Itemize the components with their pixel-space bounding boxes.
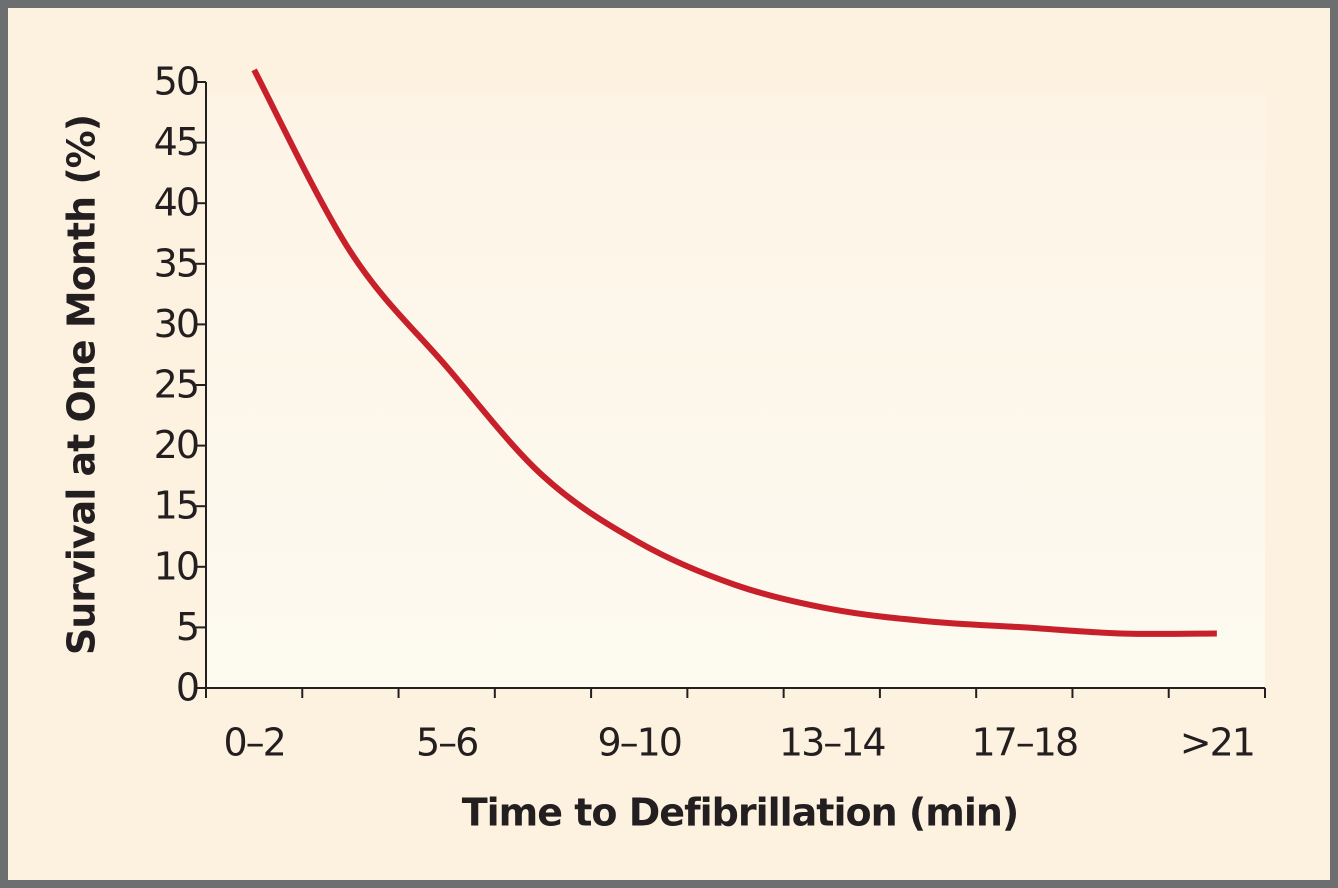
y-tick-label: 45 xyxy=(154,120,198,164)
y-tick-label: 40 xyxy=(154,181,198,225)
y-tick-label: 35 xyxy=(154,241,198,285)
y-tick-label: 5 xyxy=(176,605,198,649)
line xyxy=(251,68,1217,637)
x-tick-label: 0–2 xyxy=(223,721,284,765)
y-tick-label: 25 xyxy=(154,363,198,407)
y-tick-label: 10 xyxy=(154,544,198,588)
x-tick-label: 13–14 xyxy=(779,721,886,765)
x-axis-title: Time to Defibrillation (min) xyxy=(462,791,1019,835)
plot-area xyxy=(206,95,1265,688)
x-tick-label: >21 xyxy=(1180,721,1254,765)
y-tick-label: 20 xyxy=(154,423,198,467)
x-tick-label: 9–10 xyxy=(597,721,681,765)
y-tick-label: 30 xyxy=(154,302,198,346)
y-tick-label: 15 xyxy=(154,484,198,528)
y-tick-label: 50 xyxy=(154,60,198,104)
y-tick-label: 0 xyxy=(176,666,198,710)
x-tick-label: 17–18 xyxy=(971,721,1077,765)
x-tick-label: 5–6 xyxy=(416,721,477,765)
y-axis-title: Survival at One Month (%) xyxy=(60,115,104,655)
